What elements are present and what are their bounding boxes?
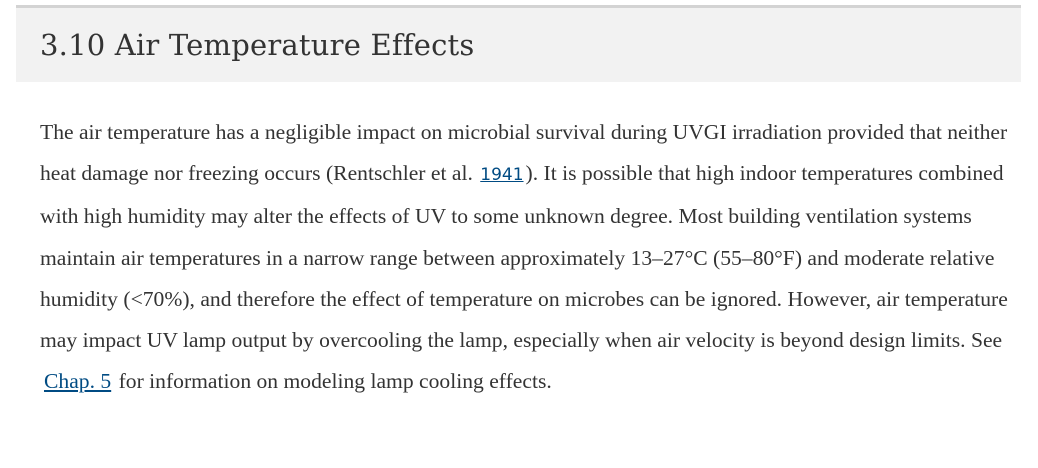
body-paragraph: The air temperature has a negligible imp…: [40, 112, 1013, 402]
section-title: 3.10 Air Temperature Effects: [40, 28, 475, 62]
section-body: The air temperature has a negligible imp…: [16, 112, 1021, 402]
citation-link-1941[interactable]: 1941: [480, 165, 524, 186]
paragraph-text-3: for information on modeling lamp cooling…: [113, 369, 552, 394]
chapter-5-link[interactable]: Chap. 5: [44, 369, 112, 394]
paragraph-text-2: ). It is possible that high indoor tempe…: [40, 161, 1008, 353]
section-header: 3.10 Air Temperature Effects: [16, 5, 1021, 82]
paragraph-text-1: The air temperature has a negligible imp…: [40, 120, 1008, 186]
section: 3.10 Air Temperature Effects The air tem…: [16, 5, 1021, 402]
